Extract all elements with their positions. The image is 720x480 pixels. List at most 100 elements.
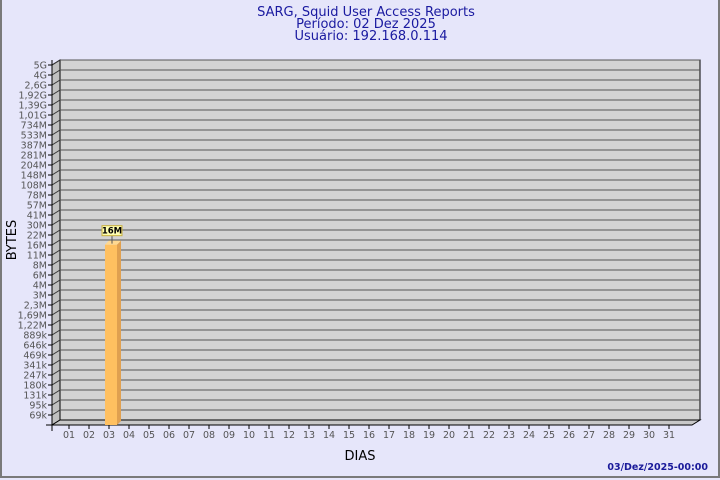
x-tick-label: 08	[203, 430, 215, 441]
x-tick-label: 27	[583, 430, 595, 441]
y-tick-label: 281M	[21, 151, 47, 162]
y-tick-label: 4G	[34, 71, 47, 82]
x-tick-label: 28	[603, 430, 615, 441]
plot-floor	[50, 419, 702, 426]
y-tick-label: 69k	[29, 411, 47, 422]
gridline-side	[51, 99, 61, 106]
bar-top	[105, 240, 121, 245]
y-tick-label: 646k	[23, 341, 47, 352]
x-tick-label: 22	[483, 430, 495, 441]
x-tick-label: 19	[423, 430, 435, 441]
x-tick-label: 09	[223, 430, 235, 441]
gridline-side	[51, 409, 61, 416]
gridline-side	[51, 169, 61, 176]
gridline-side	[51, 399, 61, 406]
gridline-side	[51, 349, 61, 356]
gridline-side	[51, 229, 61, 236]
gridline-side	[51, 149, 61, 156]
x-tick-label: 12	[283, 430, 295, 441]
gridline-side	[51, 369, 61, 376]
y-tick-label: 387M	[21, 141, 47, 152]
gridline-side	[51, 139, 61, 146]
gridline-side	[51, 299, 61, 306]
gridline-side	[51, 69, 61, 76]
y-tick-label: 2,3M	[24, 301, 47, 312]
y-axis-label: BYTES	[5, 220, 20, 261]
y-tick-label: 204M	[21, 161, 47, 172]
x-tick-label: 24	[523, 430, 535, 441]
x-tick-label: 23	[503, 430, 515, 441]
chart-title: SARG, Squid User Access Reports	[257, 5, 475, 20]
gridline-side	[51, 199, 61, 206]
x-tick-label: 13	[303, 430, 315, 441]
x-tick-label: 21	[463, 430, 475, 441]
y-tick-label: 1,69M	[18, 311, 47, 322]
y-tick-label: 341k	[23, 361, 47, 372]
y-tick-label: 22M	[27, 231, 47, 242]
chart-subtitle-period: Período: 02 Dez 2025	[296, 17, 436, 32]
y-tick-label: 131k	[23, 391, 47, 402]
x-tick-label: 18	[403, 430, 415, 441]
gridline-side	[51, 289, 61, 296]
bar-side	[117, 240, 121, 425]
y-tick-label: 4M	[33, 281, 47, 292]
y-tick-label: 11M	[27, 251, 47, 262]
x-tick-label: 20	[443, 430, 455, 441]
y-tick-label: 16M	[27, 241, 47, 252]
gridline-side	[51, 89, 61, 96]
y-tick-label: 533M	[21, 131, 47, 142]
data-label-box	[101, 225, 123, 237]
gridline-side	[51, 269, 61, 276]
x-tick-label: 16	[363, 430, 375, 441]
gridline-side	[51, 179, 61, 186]
x-tick-label: 14	[323, 430, 335, 441]
x-tick-label: 17	[383, 430, 395, 441]
y-tick-label: 180k	[23, 381, 47, 392]
x-tick-label: 05	[143, 430, 155, 441]
y-tick-label: 1,39G	[18, 101, 47, 112]
gridline-side	[51, 339, 61, 346]
y-tick-label: 3M	[33, 291, 47, 302]
x-axis-label: DIAS	[345, 449, 376, 464]
y-tick-label: 1,92G	[18, 91, 47, 102]
bar	[105, 244, 117, 425]
y-tick-label: 30M	[27, 221, 47, 232]
gridline-side	[51, 159, 61, 166]
x-tick-label: 06	[163, 430, 175, 441]
y-tick-label: 5G	[34, 61, 47, 72]
y-tick-label: 2,6G	[25, 81, 47, 92]
y-tick-label: 1,22M	[18, 321, 47, 332]
gridline-side	[51, 389, 61, 396]
x-tick-label: 25	[543, 430, 555, 441]
x-tick-label: 30	[643, 430, 655, 441]
y-tick-label: 57M	[27, 201, 47, 212]
x-tick-label: 03	[103, 430, 115, 441]
timestamp: 03/Dez/2025-00:00	[607, 462, 708, 473]
y-tick-label: 469k	[23, 351, 47, 362]
x-tick-label: 31	[663, 430, 675, 441]
x-tick-label: 29	[623, 430, 635, 441]
gridline-side	[51, 379, 61, 386]
x-tick-label: 02	[83, 430, 95, 441]
gridline-side	[51, 279, 61, 286]
x-tick-label: 15	[343, 430, 355, 441]
gridline-side	[51, 79, 61, 86]
gridline-side	[51, 129, 61, 136]
y-tick-label: 78M	[27, 191, 47, 202]
chart-subtitle-user: Usuário: 192.168.0.114	[294, 29, 447, 44]
y-tick-label: 247k	[23, 371, 47, 382]
x-tick-label: 11	[263, 430, 275, 441]
gridline-side	[51, 109, 61, 116]
gridline-side	[51, 319, 61, 326]
gridline-side	[51, 219, 61, 226]
y-tick-label: 108M	[21, 181, 47, 192]
x-tick-label: 07	[183, 430, 195, 441]
y-tick-label: 734M	[21, 121, 47, 132]
gridline-side	[51, 189, 61, 196]
gridline-side	[51, 119, 61, 126]
y-tick-label: 8M	[33, 261, 47, 272]
y-tick-label: 6M	[33, 271, 47, 282]
x-tick-label: 10	[243, 430, 255, 441]
